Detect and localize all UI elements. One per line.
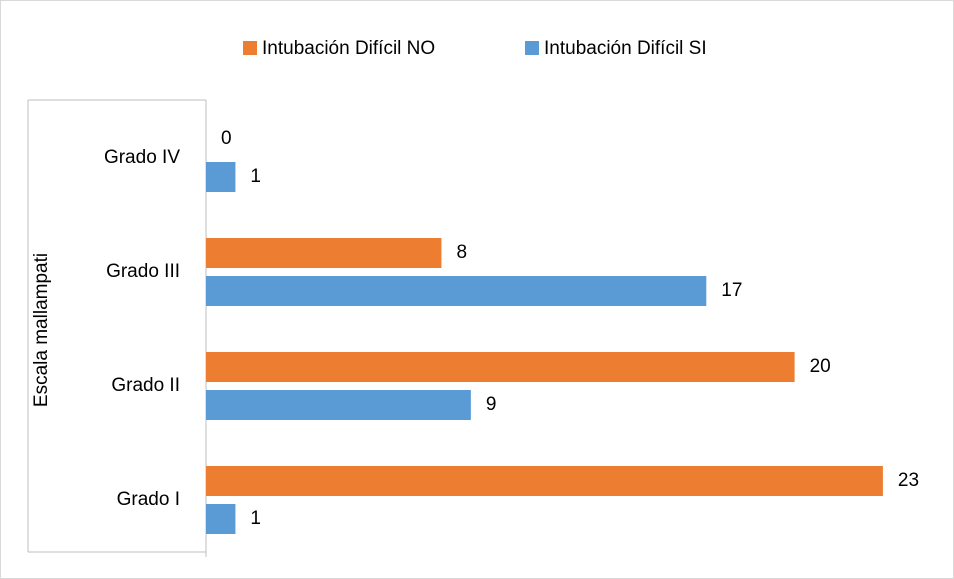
data-label: 9: [486, 394, 497, 415]
bar: [206, 276, 707, 306]
legend-swatch: [525, 41, 539, 55]
data-label: 1: [250, 166, 261, 187]
data-label: 20: [810, 356, 831, 377]
data-label: 8: [456, 242, 467, 263]
data-label: 1: [250, 508, 261, 529]
bar: [206, 352, 795, 382]
data-label: 0: [221, 128, 232, 149]
bar: [206, 162, 236, 192]
y-tick-label: Grado III: [106, 261, 180, 282]
bar: [206, 504, 236, 534]
y-tick-label: Grado IV: [104, 147, 180, 168]
y-axis-title: Escala mallampati: [31, 253, 52, 407]
bar: [206, 238, 442, 268]
data-label: 17: [721, 280, 742, 301]
legend-label: Intubación Difícil NO: [262, 38, 435, 59]
bar: [206, 466, 883, 496]
axis-title-frame: [27, 99, 206, 553]
data-label: 23: [898, 470, 919, 491]
legend-swatch: [243, 41, 257, 55]
y-tick-label: Grado II: [111, 375, 180, 396]
bar: [206, 390, 471, 420]
y-tick-label: Grado I: [117, 489, 180, 510]
legend-label: Intubación Difícil SI: [544, 38, 707, 59]
